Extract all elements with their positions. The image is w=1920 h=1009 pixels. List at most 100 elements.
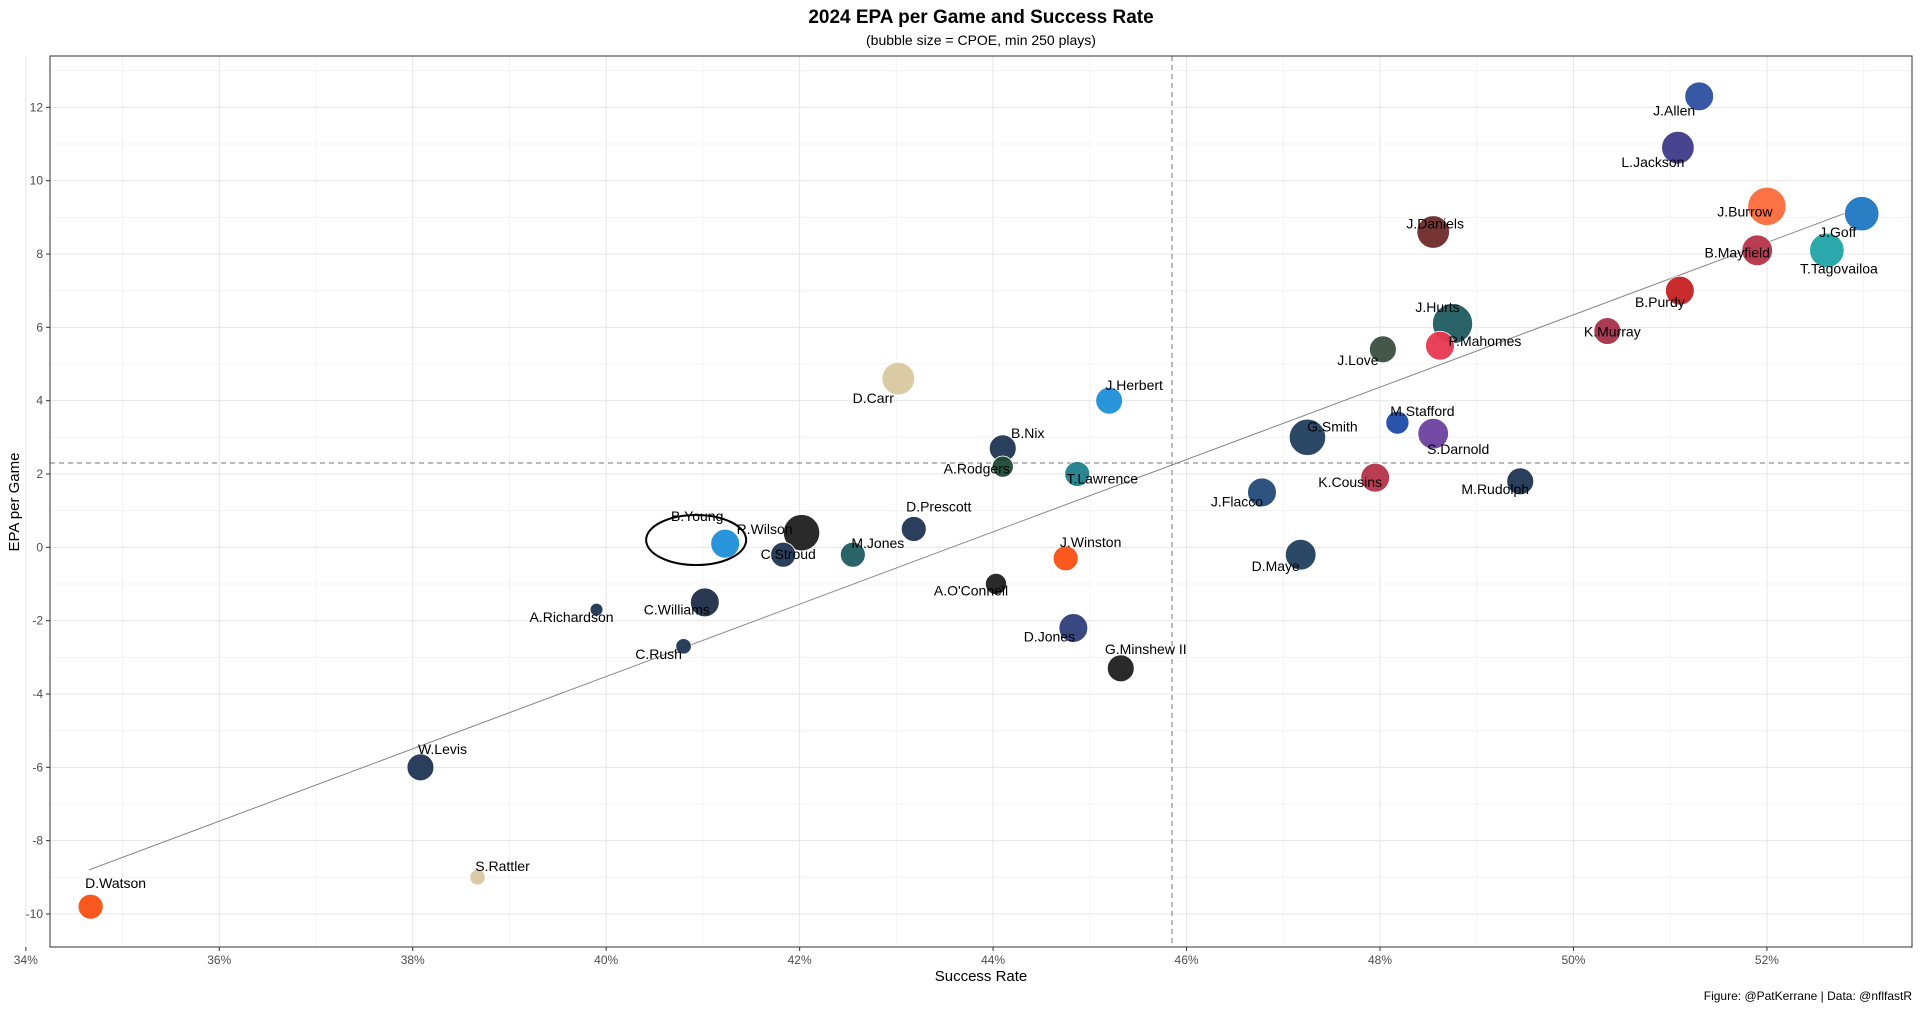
- qb-label: D.Jones: [1024, 628, 1075, 644]
- qb-label: C.Rush: [635, 646, 682, 662]
- qb-label: J.Allen: [1653, 103, 1695, 119]
- y-tick-label: 8: [36, 247, 43, 261]
- qb-label: T.Lawrence: [1066, 471, 1138, 487]
- qb-label: A.Rodgers: [944, 460, 1010, 476]
- qb-point: [1844, 196, 1880, 232]
- y-tick-label: 6: [36, 320, 43, 334]
- qb-label: B.Young: [671, 508, 723, 524]
- chart-title: 2024 EPA per Game and Success Rate: [808, 7, 1153, 28]
- x-tick-label: 40%: [594, 953, 618, 967]
- qb-point: [690, 587, 720, 618]
- x-tick-label: 38%: [401, 953, 425, 967]
- qb-point: [1288, 418, 1327, 456]
- qb-label: J.Winston: [1060, 534, 1121, 550]
- qb-label: D.Maye: [1252, 558, 1300, 574]
- qb-point: [1425, 330, 1455, 361]
- qb-point: [1661, 130, 1695, 165]
- qb-label: M.Rudolph: [1461, 481, 1529, 497]
- qb-label: S.Rattler: [475, 858, 530, 874]
- qb-point: [1052, 545, 1079, 572]
- qb-label: T.Tagovailoa: [1800, 261, 1878, 277]
- qb-point: [1284, 538, 1317, 571]
- qb-point: [1369, 335, 1397, 364]
- qb-label: J.Love: [1337, 352, 1378, 368]
- qb-point: [1506, 467, 1535, 496]
- y-axis-title: EPA per Game: [6, 453, 23, 552]
- qb-label: J.Herbert: [1105, 377, 1163, 393]
- qb-label: J.Daniels: [1406, 215, 1464, 231]
- y-tick-label: 4: [36, 394, 43, 408]
- qb-point: [1747, 186, 1787, 226]
- qb-label: A.O'Connell: [934, 583, 1008, 599]
- qb-point: [710, 528, 740, 559]
- qb-point: [1360, 462, 1390, 493]
- x-axis-title: Success Rate: [935, 968, 1028, 985]
- qb-point: [469, 869, 486, 886]
- qb-label: R.Wilson: [737, 521, 793, 537]
- qb-label: W.Levis: [418, 741, 467, 757]
- qb-label: A.Richardson: [529, 609, 613, 625]
- qb-point: [77, 893, 104, 920]
- qb-label: P.Mahomes: [1449, 333, 1522, 349]
- qb-point: [1106, 654, 1135, 683]
- x-tick-label: 34%: [14, 953, 38, 967]
- y-tick-label: 0: [36, 540, 43, 554]
- qb-point: [881, 361, 915, 396]
- qb-label: B.Purdy: [1635, 294, 1685, 310]
- qb-label: M.Stafford: [1390, 403, 1454, 419]
- qb-point: [1741, 234, 1773, 267]
- qb-point: [1593, 317, 1622, 345]
- point-labels: J.Allen L.Jackson J.Burrow J.Goff B.Mayfield…: [85, 103, 1878, 891]
- plot-panel-border: [49, 55, 1913, 948]
- qb-point: [1665, 275, 1695, 306]
- y-tick-label: -8: [32, 834, 43, 848]
- qb-point: [1064, 461, 1091, 487]
- x-tick-label: 46%: [1175, 953, 1199, 967]
- x-tick-label: 50%: [1561, 953, 1585, 967]
- qb-label: D.Watson: [85, 875, 146, 891]
- qb-label: B.Mayfield: [1705, 245, 1770, 261]
- y-tick-label: -10: [26, 907, 44, 921]
- qb-point: [1417, 417, 1449, 450]
- y-tick-label: 12: [30, 100, 44, 114]
- qb-label: D.Carr: [853, 390, 895, 406]
- y-tick-label: -2: [32, 614, 43, 628]
- qb-point: [406, 753, 435, 782]
- y-tick-label: -4: [32, 687, 43, 701]
- qb-label: L.Jackson: [1621, 154, 1684, 170]
- chart-subtitle: (bubble size = CPOE, min 250 plays): [866, 32, 1096, 48]
- qb-point: [991, 455, 1014, 478]
- axis-ticks: 34% 36% 38% 40% 42% 44% 46% 48% 50% 52% -10 -8 -6 -4 -…: [14, 100, 1779, 967]
- qb-label: S.Darnold: [1427, 441, 1489, 457]
- qb-point: [770, 541, 797, 568]
- qb-label: J.Goff: [1819, 224, 1856, 240]
- qb-label: K.Cousins: [1318, 474, 1382, 490]
- trend-line: [88, 205, 1864, 871]
- qb-label: C.Williams: [644, 602, 710, 618]
- qb-label: C.Stroud: [761, 546, 816, 562]
- y-tick-label: 2: [36, 467, 43, 481]
- qb-point: [1416, 215, 1450, 249]
- qb-label: J.Burrow: [1717, 203, 1773, 219]
- y-tick-label: -6: [32, 760, 43, 774]
- qb-point: [782, 514, 821, 552]
- qb-point: [1247, 477, 1277, 508]
- data-points: [77, 81, 1880, 920]
- qb-label: D.Prescott: [906, 499, 971, 515]
- y-tick-label: 10: [30, 174, 44, 188]
- qb-point: [1095, 386, 1124, 415]
- qb-label: M.Jones: [851, 535, 904, 551]
- qb-point: [900, 516, 927, 542]
- qb-point: [1809, 232, 1845, 268]
- qb-point: [675, 638, 692, 655]
- x-tick-label: 42%: [788, 953, 812, 967]
- x-tick-label: 44%: [981, 953, 1005, 967]
- qb-point: [839, 541, 866, 568]
- qb-label: B.Nix: [1011, 425, 1044, 441]
- qb-point: [984, 573, 1007, 596]
- qb-label: K.Murray: [1584, 323, 1641, 339]
- qb-point: [589, 602, 604, 617]
- x-tick-label: 52%: [1755, 953, 1779, 967]
- chart-caption: Figure: @PatKerrane | Data: @nflfastR: [1704, 989, 1913, 1003]
